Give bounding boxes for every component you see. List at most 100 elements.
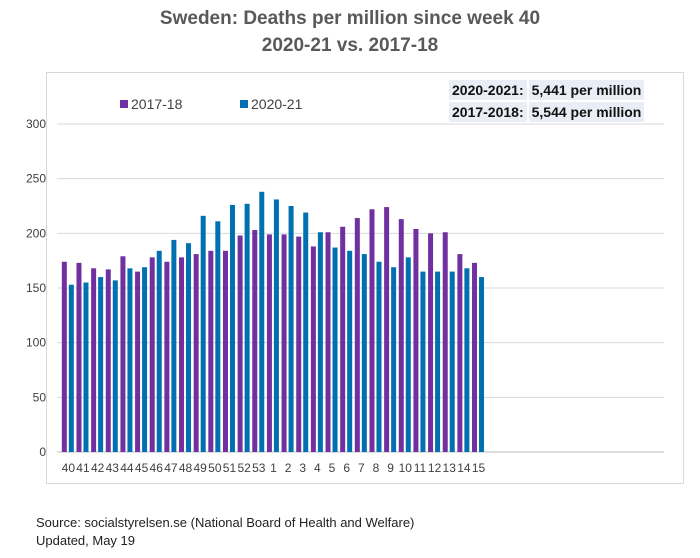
bar-2020-21	[303, 212, 309, 452]
x-tick-label: 41	[76, 461, 90, 475]
bar-2020-21	[288, 206, 294, 452]
bar-2020-21	[435, 271, 441, 452]
y-tick-label: 50	[33, 390, 47, 404]
x-tick-label: 43	[106, 461, 120, 475]
bar-2017-18	[149, 257, 155, 452]
bar-2020-21	[215, 221, 221, 452]
x-tick-label: 48	[179, 461, 193, 475]
bar-2020-21	[186, 243, 192, 452]
bar-2020-21	[200, 215, 206, 452]
x-tick-label: 6	[343, 461, 350, 475]
bar-2017-18	[413, 228, 419, 452]
x-tick-label: 9	[387, 461, 394, 475]
bar-2017-18	[61, 261, 67, 452]
bar-2017-18	[281, 234, 287, 452]
x-tick-label: 1	[270, 461, 277, 475]
legend-swatch	[240, 100, 248, 108]
x-tick-label: 51	[223, 461, 237, 475]
bar-2017-18	[354, 218, 360, 452]
chart-title: Sweden: Deaths per million since week 40	[159, 8, 541, 29]
x-tick-label: 12	[428, 461, 442, 475]
bar-2020-21	[449, 271, 455, 452]
bar-2017-18	[428, 233, 434, 452]
summary-label: 2020-2021:	[449, 80, 527, 100]
x-tick-label: 47	[164, 461, 178, 475]
y-tick-label: 300	[26, 117, 46, 131]
x-tick-label: 5	[329, 461, 336, 475]
bar-2017-18	[252, 230, 258, 452]
bar-2020-21	[479, 277, 485, 452]
x-tick-label: 50	[208, 461, 222, 475]
summary-row: 2020-2021: 5,441 per million	[449, 80, 645, 100]
x-tick-label: 13	[443, 461, 457, 475]
bar-2020-21	[156, 250, 162, 452]
legend-swatch	[120, 100, 128, 108]
bar-2020-21	[317, 232, 323, 452]
bar-2017-18	[135, 271, 141, 452]
x-tick-label: 44	[120, 461, 134, 475]
y-tick-label: 150	[26, 281, 46, 295]
y-tick-label: 250	[26, 172, 46, 186]
bar-2017-18	[442, 232, 448, 452]
x-tick-label: 42	[91, 461, 105, 475]
y-tick-label: 0	[39, 445, 46, 459]
x-tick-label: 53	[252, 461, 266, 475]
bar-2017-18	[222, 250, 228, 452]
bar-2020-21	[464, 268, 470, 452]
bar-2017-18	[384, 207, 390, 452]
bar-2017-18	[472, 262, 478, 452]
summary-value: 5,441 per million	[528, 80, 645, 100]
chart-frame	[46, 72, 684, 484]
x-tick-label: 52	[237, 461, 251, 475]
y-tick-label: 200	[26, 226, 46, 240]
bar-2017-18	[164, 261, 170, 452]
bar-2020-21	[391, 267, 397, 452]
bar-2017-18	[179, 257, 185, 452]
bar-2017-18	[266, 234, 272, 452]
bar-2020-21	[68, 284, 74, 452]
x-tick-label: 11	[414, 461, 427, 475]
bar-2020-21	[98, 277, 104, 452]
source-note: Source: socialstyrelsen.se (National Boa…	[36, 515, 415, 530]
bar-2017-18	[369, 209, 375, 452]
x-tick-label: 15	[472, 461, 486, 475]
legend-label: 2020-21	[251, 96, 303, 112]
bar-2020-21	[420, 271, 426, 452]
bar-2020-21	[259, 191, 265, 452]
bar-2017-18	[120, 256, 126, 452]
bar-2020-21	[376, 261, 382, 452]
x-tick-label: 8	[373, 461, 380, 475]
bar-2017-18	[76, 262, 82, 452]
bar-2017-18	[208, 250, 214, 452]
bar-2017-18	[237, 235, 243, 452]
bar-2020-21	[112, 280, 118, 452]
bar-2017-18	[310, 246, 316, 452]
x-tick-label: 2	[285, 461, 292, 475]
updated-note: Updated, May 19	[36, 533, 136, 548]
legend-label: 2017-18	[131, 96, 183, 112]
bar-2020-21	[83, 282, 89, 452]
bar-2017-18	[296, 236, 302, 452]
bar-2020-21	[229, 204, 235, 452]
x-tick-label: 40	[62, 461, 76, 475]
bar-2020-21	[361, 254, 367, 452]
bar-2017-18	[105, 269, 111, 452]
x-tick-label: 7	[358, 461, 365, 475]
x-tick-label: 46	[150, 461, 164, 475]
bar-2020-21	[347, 250, 353, 452]
bar-2017-18	[340, 226, 346, 452]
summary-label: 2017-2018:	[449, 102, 527, 122]
summary-table: 2020-2021: 5,441 per million 2017-2018: 5,…	[447, 78, 646, 124]
x-tick-label: 4	[314, 461, 321, 475]
bar-2020-21	[171, 239, 177, 452]
x-tick-label: 14	[457, 461, 471, 475]
bar-2017-18	[91, 268, 97, 452]
summary-row: 2017-2018: 5,544 per million	[449, 102, 645, 122]
y-tick-label: 100	[26, 336, 46, 350]
bar-2020-21	[244, 203, 250, 452]
bar-2020-21	[405, 257, 411, 452]
x-tick-label: 3	[299, 461, 306, 475]
x-tick-label: 49	[193, 461, 207, 475]
bar-2017-18	[325, 232, 331, 452]
